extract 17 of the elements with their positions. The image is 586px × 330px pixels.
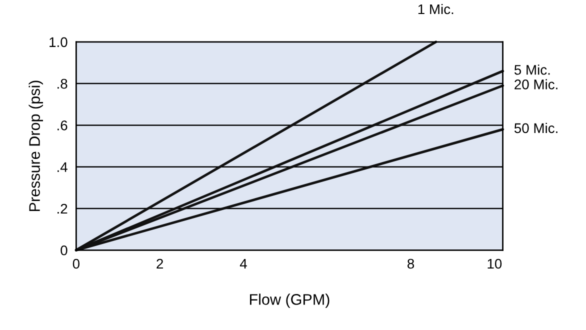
- y-tick-label: .4: [58, 162, 68, 172]
- y-axis-title: Pressure Drop (psi): [28, 80, 43, 211]
- series-label: 20 Mic.: [514, 79, 558, 90]
- y-tick-label: .6: [58, 120, 68, 130]
- text: 1 Mic.: [418, 4, 454, 14]
- x-tick-label: 10: [488, 258, 502, 269]
- series-label: 50 Mic.: [514, 122, 558, 134]
- y-tick-label: 0: [60, 245, 68, 256]
- series-label: 5 Mic.: [514, 64, 550, 75]
- x-tick-label: 8: [408, 258, 414, 269]
- y-tick-label: 1.0: [50, 37, 68, 48]
- y-tick-label: .2: [58, 204, 68, 214]
- x-tick-label: 0: [72, 258, 80, 269]
- x-tick-label: 4: [240, 258, 247, 269]
- y-tick-label: .8: [58, 78, 68, 89]
- x-axis-title: Flow (GPM): [250, 294, 330, 308]
- x-tick-label: 2: [156, 258, 163, 269]
